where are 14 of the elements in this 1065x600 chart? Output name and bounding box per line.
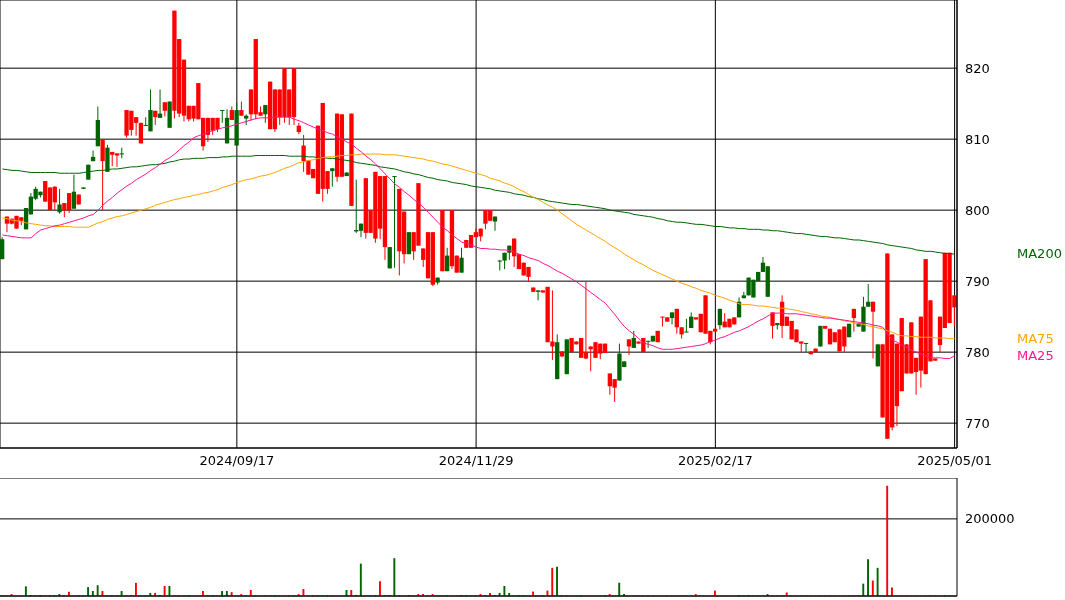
y-tick-label: 790 bbox=[965, 273, 990, 289]
x-tick-label: 2025/02/17 bbox=[677, 453, 753, 469]
text: MA200 bbox=[1017, 246, 1062, 263]
text: MA75 bbox=[1017, 330, 1054, 347]
y-tick-label: 780 bbox=[965, 344, 990, 360]
y-tick-label: 200000 bbox=[965, 511, 1015, 527]
text: MA25 bbox=[1017, 347, 1054, 364]
x-tick-label: 2025/05/01 bbox=[917, 453, 993, 469]
x-tick-label: 2024/09/17 bbox=[199, 453, 275, 469]
y-tick-label: 770 bbox=[965, 415, 990, 431]
y-tick-label: 810 bbox=[965, 131, 990, 147]
y-tick-label: 820 bbox=[965, 60, 990, 76]
y-tick-label: 800 bbox=[965, 202, 990, 218]
x-tick-label: 2024/11/29 bbox=[438, 453, 514, 469]
